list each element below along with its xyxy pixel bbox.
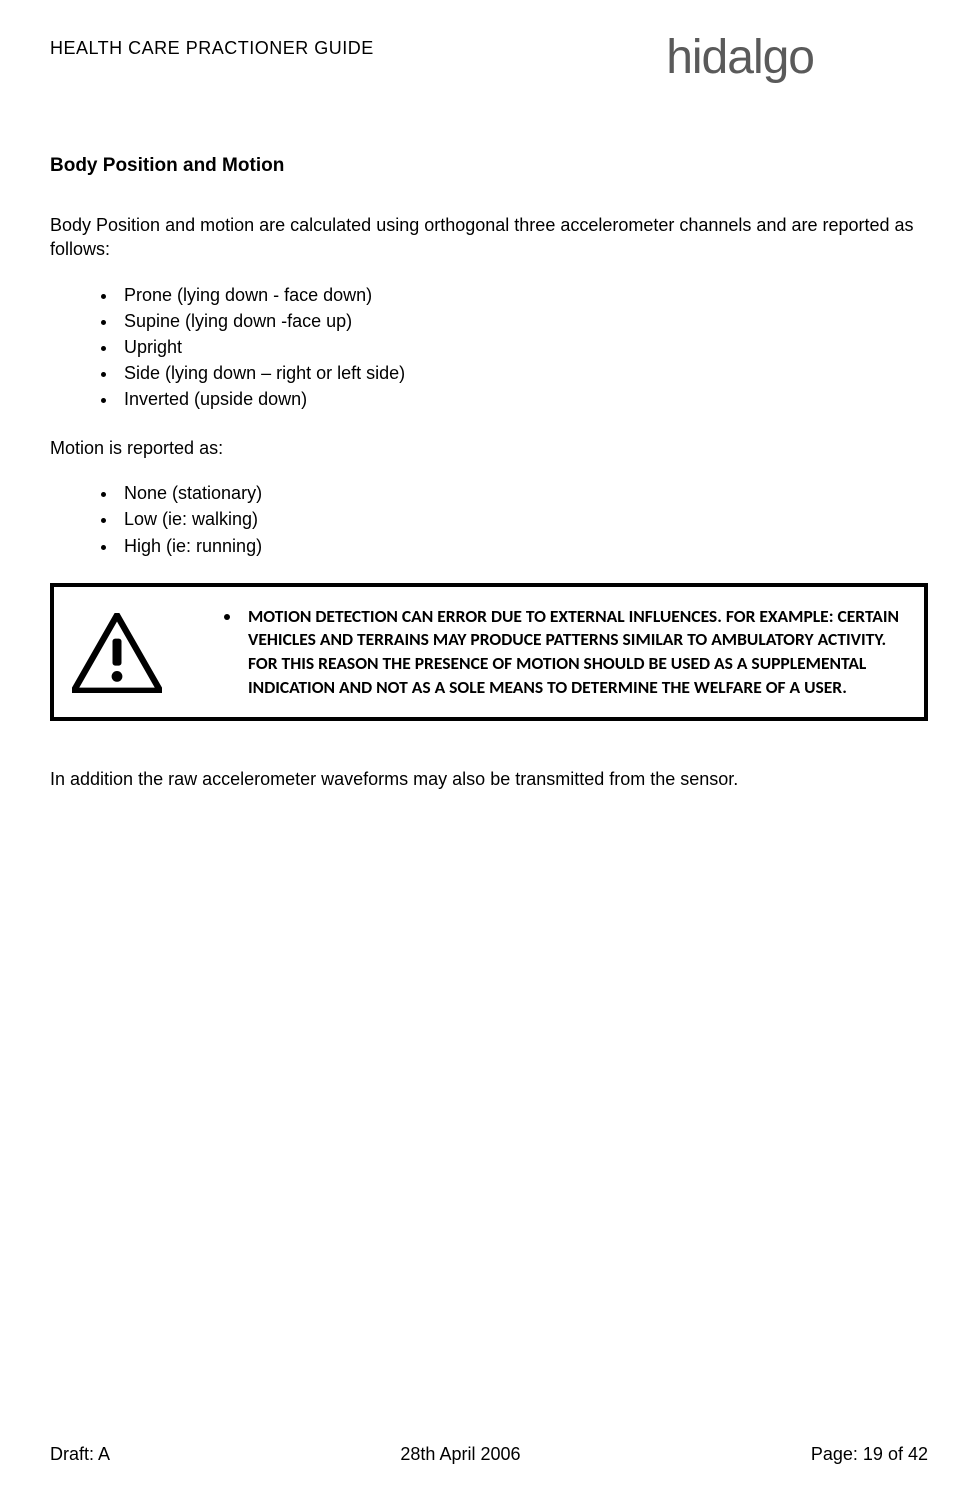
list-item: Inverted (upside down) — [118, 386, 928, 412]
motion-intro: Motion is reported as: — [50, 436, 928, 460]
list-item: High (ie: running) — [118, 533, 928, 559]
list-item: None (stationary) — [118, 480, 928, 506]
list-item: Supine (lying down -face up) — [118, 308, 928, 334]
section-title: Body Position and Motion — [50, 155, 928, 177]
position-list: Prone (lying down - face down) Supine (l… — [118, 282, 928, 412]
brand-logo: hidalgo — [666, 30, 928, 85]
document-title: HEALTH CARE PRACTIONER GUIDE — [50, 30, 374, 59]
logo-dot-icon — [848, 51, 872, 75]
page-header: HEALTH CARE PRACTIONER GUIDE hidalgo — [50, 30, 928, 85]
page-footer: Draft: A 28th April 2006 Page: 19 of 42 — [50, 1444, 928, 1465]
warning-box: MOTION DETECTION CAN ERROR DUE TO EXTERN… — [50, 583, 928, 722]
warning-text: MOTION DETECTION CAN ERROR DUE TO EXTERN… — [212, 605, 908, 700]
logo-text: hidalgo — [666, 30, 814, 85]
footer-page: Page: 19 of 42 — [811, 1444, 928, 1465]
list-item: Prone (lying down - face down) — [118, 282, 928, 308]
footer-date: 28th April 2006 — [400, 1444, 520, 1465]
content-area: Body Position and Motion Body Position a… — [50, 155, 928, 791]
logo-dots — [820, 41, 928, 75]
list-item: Side (lying down – right or left side) — [118, 360, 928, 386]
footer-draft: Draft: A — [50, 1444, 110, 1465]
logo-dot-icon — [904, 51, 928, 75]
list-item: Low (ie: walking) — [118, 506, 928, 532]
motion-list: None (stationary) Low (ie: walking) High… — [118, 480, 928, 558]
intro-paragraph: Body Position and motion are calculated … — [50, 213, 928, 262]
closing-paragraph: In addition the raw accelerometer wavefo… — [50, 767, 928, 791]
warning-triangle-icon — [72, 613, 162, 693]
list-item: Upright — [118, 334, 928, 360]
warning-icon-cell — [72, 605, 212, 693]
logo-dot-icon — [876, 51, 900, 75]
warning-text-item: MOTION DETECTION CAN ERROR DUE TO EXTERN… — [242, 605, 908, 700]
logo-dot-icon — [820, 51, 844, 75]
